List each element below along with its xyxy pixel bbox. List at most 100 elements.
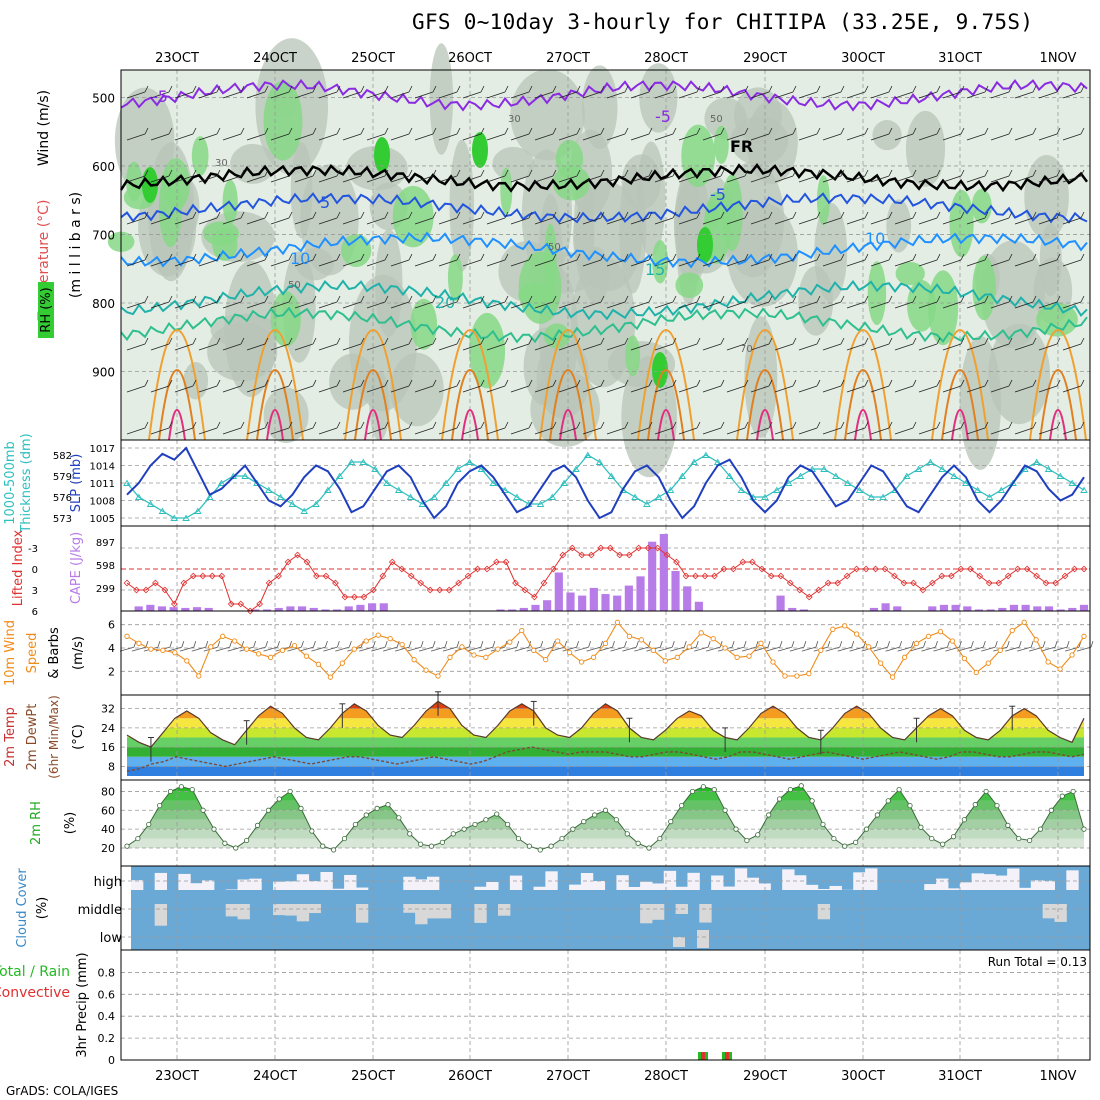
thickness-point xyxy=(312,500,320,507)
cape-bar xyxy=(601,594,610,611)
middle-cloud-cell xyxy=(415,904,428,925)
wind-barb xyxy=(672,421,677,429)
wind-barb xyxy=(984,169,989,177)
wind-barb xyxy=(942,133,962,141)
ylabel-slp: SLP (mb) xyxy=(69,454,84,513)
diurnal-contour xyxy=(756,409,774,441)
wind-barb xyxy=(990,259,1010,267)
surface-wind-barb xyxy=(492,641,496,648)
bottom-axis-tick-label: 1NOV xyxy=(1040,1069,1077,1084)
lifted-index-point xyxy=(1052,579,1059,587)
wind-speed-point xyxy=(423,667,429,673)
cape-bar xyxy=(262,609,272,611)
ylabel-ms: (m/s) xyxy=(71,636,86,670)
rh-point xyxy=(385,802,391,808)
wind-barb xyxy=(222,427,242,435)
wind-barb xyxy=(288,169,293,177)
wind-barb xyxy=(432,421,437,429)
low-cloud-cell xyxy=(673,937,685,947)
wind-barb xyxy=(720,337,725,345)
rh-blob-gray xyxy=(730,116,789,166)
thickness-point xyxy=(253,479,261,486)
wind-barb xyxy=(720,169,725,177)
high-cloud-cell xyxy=(734,868,748,890)
cape-bar xyxy=(648,541,657,611)
wind-barb xyxy=(168,337,173,345)
surface-wind-barb xyxy=(706,646,721,652)
lifted-index-point xyxy=(673,558,680,566)
wind-barb xyxy=(174,427,194,435)
wind-barb xyxy=(774,343,794,351)
rh-tick-label: 40 xyxy=(101,823,115,836)
wind-barb xyxy=(654,175,674,183)
wind-barb xyxy=(822,343,842,351)
wind-barb xyxy=(822,217,842,225)
diurnal-contour xyxy=(657,409,675,441)
contour-label: FR xyxy=(730,137,753,156)
rh-point xyxy=(461,826,467,832)
rh-blob-green xyxy=(500,167,513,215)
wind-barb xyxy=(384,295,389,303)
wind-speed-point xyxy=(973,669,979,676)
wind-barb xyxy=(534,175,554,183)
wind-barb xyxy=(864,211,869,219)
wind-barb xyxy=(126,175,146,183)
surface-wind-barb xyxy=(480,641,484,648)
wind-barb xyxy=(630,175,650,183)
wind-barb xyxy=(1008,421,1013,429)
run-total-label: Run Total = 0.13 xyxy=(988,955,1087,969)
wind-barb xyxy=(318,343,338,351)
wind-barb xyxy=(1062,91,1082,99)
wind-barb xyxy=(846,301,866,309)
top-axis-tick-label: 26OCT xyxy=(448,51,492,66)
lifted-index-point xyxy=(426,586,434,594)
surface-wind-barb xyxy=(408,641,412,648)
wind-barb xyxy=(1062,301,1082,309)
rh-point xyxy=(244,837,250,844)
slp-thickness-panel: 100510081011101410175735765795821000-500… xyxy=(3,433,1091,534)
wind-barb xyxy=(150,259,170,267)
surface-wind-barb xyxy=(263,646,278,652)
wind-barb xyxy=(960,253,965,261)
rh-point xyxy=(418,841,424,847)
wind-barb xyxy=(198,217,218,225)
wind-barb xyxy=(744,85,749,93)
thickness-point xyxy=(465,458,474,465)
high-cloud-cell xyxy=(794,875,807,890)
surface-wind-barb xyxy=(994,641,998,648)
surface-wind-barb xyxy=(970,641,974,648)
temp-tick-label: 16 xyxy=(101,741,115,754)
lifted-index-point xyxy=(445,586,453,594)
wind-barb xyxy=(360,337,365,345)
wind-barb xyxy=(270,385,290,393)
lifted-index-point xyxy=(891,572,898,580)
high-cloud-cell xyxy=(533,886,546,890)
high-cloud-cell xyxy=(1030,880,1044,890)
thickness-point xyxy=(973,486,982,493)
wind-barb xyxy=(504,253,509,261)
thickness-point xyxy=(335,472,344,479)
wind-barb xyxy=(672,127,677,135)
diurnal-contour xyxy=(736,329,794,441)
ylabel-cloud-pct: (%) xyxy=(35,897,50,920)
wind-barb xyxy=(246,427,266,435)
wind-barb xyxy=(990,343,1010,351)
high-cloud-cell xyxy=(995,875,1008,890)
wind-barb xyxy=(990,217,1010,225)
high-cloud-cell xyxy=(959,882,973,890)
surface-wind-barb xyxy=(624,641,627,648)
contour-label: -5 xyxy=(152,87,168,106)
diurnal-contour xyxy=(637,329,695,441)
wind-barb xyxy=(486,301,506,309)
wind-barb xyxy=(630,133,650,141)
wind-barb xyxy=(750,91,770,99)
surface-wind-barb xyxy=(767,641,771,648)
wind-barb xyxy=(768,379,773,387)
wind-barb xyxy=(342,301,362,309)
lifted-index-point xyxy=(152,579,159,587)
thickness-point xyxy=(489,479,498,486)
wind-barb xyxy=(288,85,293,93)
wind-speed-point xyxy=(866,644,872,650)
wind-barb xyxy=(168,295,173,303)
wind-barb xyxy=(870,175,890,183)
